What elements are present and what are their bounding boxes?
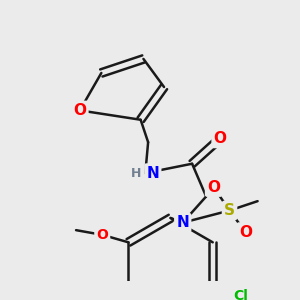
Text: O: O [214,131,227,146]
Text: Cl: Cl [233,289,248,300]
Text: O: O [96,228,108,242]
Text: S: S [224,203,235,218]
Text: N: N [146,166,159,181]
Text: O: O [73,103,86,118]
Text: H: H [131,167,141,180]
Text: N: N [176,215,189,230]
Text: O: O [239,224,252,239]
Text: O: O [207,180,220,195]
